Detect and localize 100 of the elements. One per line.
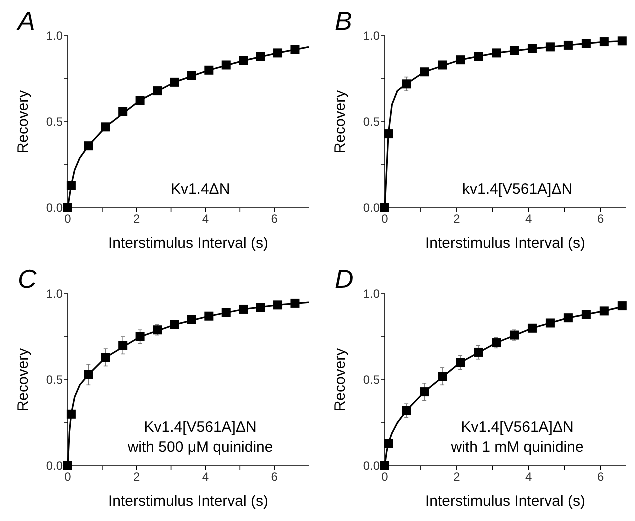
- point: [564, 314, 573, 323]
- point: [84, 142, 94, 151]
- point: [420, 388, 430, 397]
- point: [510, 46, 519, 56]
- point: [136, 96, 145, 105]
- point: [380, 462, 390, 470]
- x-axis-title: Interstimulus Interval (s): [108, 493, 269, 510]
- y-tick-label: 0.0: [46, 201, 64, 216]
- point: [170, 320, 180, 330]
- point: [492, 48, 502, 58]
- point: [510, 330, 519, 340]
- point: [290, 298, 300, 308]
- y-axis-title: Recovery: [15, 90, 32, 154]
- x-tick-label: 0: [64, 470, 72, 484]
- x-tick-label: 2: [134, 470, 141, 484]
- x-tick-label: 2: [134, 212, 141, 226]
- annotation: with 500 μM quinidine: [126, 439, 274, 456]
- annotation: Kv1.4[V561A]ΔN: [144, 419, 257, 436]
- point: [528, 324, 537, 333]
- x-axis-title: Interstimulus Interval (s): [425, 235, 586, 252]
- x-tick-label: 2: [454, 470, 461, 484]
- y-tick-label: 0.5: [363, 373, 380, 388]
- point: [222, 60, 231, 70]
- x-tick-label: 6: [597, 470, 604, 484]
- y-tick-label: 0.5: [363, 115, 380, 130]
- point: [118, 341, 128, 350]
- y-tick-label: 0.5: [46, 115, 64, 130]
- x-axis-title: Interstimulus Interval (s): [425, 493, 586, 510]
- point: [187, 315, 196, 324]
- point: [546, 318, 555, 328]
- point: [438, 60, 448, 70]
- point: [64, 204, 72, 212]
- point: [290, 45, 300, 54]
- y-tick-label: 1.0: [46, 29, 64, 44]
- y-axis-title: Recovery: [15, 348, 32, 412]
- point: [204, 66, 214, 75]
- point: [66, 181, 76, 190]
- y-tick-label: 0.0: [46, 459, 64, 474]
- point: [153, 86, 162, 96]
- point: [239, 56, 248, 66]
- chart-title: C: [18, 264, 37, 294]
- point: [438, 372, 448, 382]
- point: [402, 406, 412, 416]
- point: [546, 42, 555, 52]
- point: [384, 130, 394, 139]
- annotation: kv1.4[V561A]ΔN: [462, 181, 573, 198]
- x-tick-label: 4: [526, 212, 533, 226]
- x-tick-label: 6: [271, 212, 278, 226]
- x-tick-label: 0: [382, 470, 389, 484]
- point: [101, 353, 110, 362]
- x-tick-label: 0: [382, 212, 389, 226]
- point: [402, 80, 412, 89]
- point: [64, 462, 72, 470]
- point: [204, 312, 214, 321]
- point: [274, 300, 283, 310]
- point: [187, 71, 196, 80]
- point: [239, 304, 248, 314]
- point: [564, 40, 573, 50]
- y-axis-title: Recovery: [332, 348, 349, 412]
- point: [528, 44, 537, 54]
- point: [256, 52, 266, 62]
- point: [474, 52, 484, 62]
- point: [474, 348, 484, 357]
- y-axis-title: Recovery: [332, 90, 349, 154]
- y-tick-label: 1.0: [363, 29, 380, 44]
- y-tick-label: 0.0: [363, 459, 380, 474]
- chart-title: D: [335, 264, 354, 294]
- y-tick-label: 1.0: [363, 287, 380, 302]
- point: [274, 48, 283, 58]
- point: [618, 302, 627, 311]
- point: [170, 78, 180, 87]
- point: [84, 370, 94, 380]
- x-tick-label: 6: [271, 470, 278, 484]
- chart-title: A: [16, 6, 36, 36]
- point: [582, 310, 591, 320]
- point: [380, 204, 390, 212]
- x-tick-label: 6: [597, 212, 604, 226]
- point: [600, 38, 609, 47]
- y-tick-label: 0.0: [363, 201, 380, 216]
- point: [118, 107, 128, 116]
- point: [101, 122, 110, 132]
- annotation: Kv1.4[V561A]ΔN: [461, 419, 574, 436]
- x-tick-label: 0: [64, 212, 72, 226]
- point: [456, 56, 466, 65]
- annotation: Kv1.4ΔN: [170, 181, 230, 198]
- point: [222, 308, 231, 318]
- point: [618, 36, 627, 46]
- x-tick-label: 4: [202, 470, 210, 484]
- point: [492, 338, 502, 348]
- point: [456, 358, 466, 368]
- x-tick-label: 4: [202, 212, 210, 226]
- point: [420, 68, 430, 77]
- y-tick-label: 0.5: [46, 373, 64, 388]
- x-tick-label: 2: [454, 212, 461, 226]
- y-tick-label: 1.0: [46, 287, 64, 302]
- x-tick-label: 4: [526, 470, 533, 484]
- point: [153, 326, 162, 335]
- point: [256, 303, 266, 312]
- point: [136, 332, 145, 342]
- x-axis-title: Interstimulus Interval (s): [108, 235, 269, 252]
